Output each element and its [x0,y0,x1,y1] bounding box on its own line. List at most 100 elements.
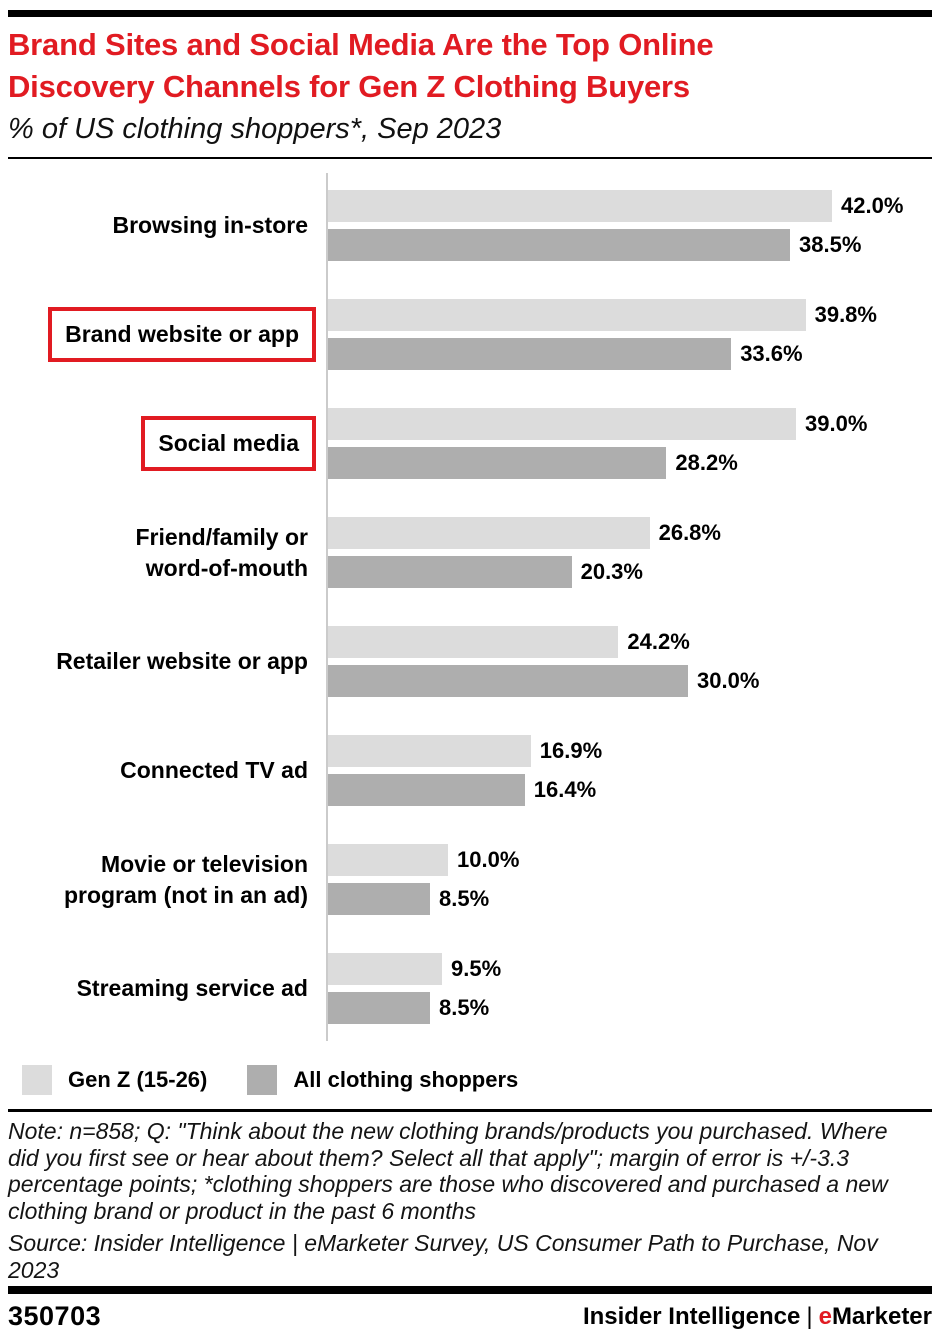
bars-cell: 10.0% 8.5% [316,844,932,915]
brand-separator: | [806,1302,813,1330]
bar-line: 9.5% [328,953,932,985]
chart-id: 350703 [8,1301,102,1331]
chart-row: Movie or television program (not in an a… [8,825,932,934]
legend-swatch-all-shoppers [247,1065,278,1095]
bar-value-label: 39.8% [814,302,877,327]
category-label: Browsing in-store [112,212,308,238]
bar-value-label: 28.2% [675,450,738,475]
bars-cell: 39.8% 33.6% [316,299,932,370]
bar-gen-z [328,517,650,549]
bar-all-shoppers [328,665,688,697]
bar-line: 38.5% [328,229,932,261]
bar-value-label: 39.0% [805,411,868,436]
footnote-divider [8,1109,932,1112]
bar-value-label: 9.5% [451,956,502,981]
bar-line: 30.0% [328,665,932,697]
bar-line: 8.5% [328,883,932,915]
bar-value-label: 42.0% [841,193,904,218]
chart-row: Browsing in-store 42.0% 38.5% [8,171,932,280]
brand-insider-intelligence: Insider Intelligence [582,1302,801,1330]
category-label-cell: Movie or television program (not in an a… [8,849,316,911]
y-axis-line [326,173,328,1041]
legend: Gen Z (15-26) All clothing shoppers [22,1065,932,1095]
bar-gen-z [328,299,806,331]
category-label-cell: Browsing in-store [8,210,316,241]
bars-cell: 42.0% 38.5% [316,190,932,261]
bar-line: 28.2% [328,447,932,479]
chart-row: Brand website or app 39.8% 33.6% [8,280,932,389]
chart-row: Streaming service ad 9.5% 8.5% [8,934,932,1043]
bar-value-label: 16.9% [539,738,603,763]
bar-value-label: 8.5% [439,995,490,1020]
brand-logo: Insider Intelligence | eMarketer [583,1303,932,1331]
bar-line: 39.0% [328,408,932,440]
bar-line: 42.0% [328,190,932,222]
category-label-highlighted: Brand website or app [48,307,316,362]
source-text: Source: Insider Intelligence | eMarketer… [8,1230,878,1283]
category-label-cell: Streaming service ad [8,973,316,1004]
chart-subtitle: % of US clothing shoppers*, Sep 2023 [8,113,502,145]
top-rule [8,10,932,17]
bars-cell: 16.9% 16.4% [316,735,932,806]
bar-line: 10.0% [328,844,932,876]
category-label-cell: Connected TV ad [8,755,316,786]
note-text: Note: n=858; Q: "Think about the new clo… [8,1118,888,1224]
chart-row: Retailer website or app 24.2% 30.0% [8,607,932,716]
brand-e: e [818,1302,832,1330]
bar-gen-z [328,844,448,876]
bar-gen-z [328,190,832,222]
legend-label-gen-z: Gen Z (15-26) [68,1067,208,1092]
category-label: Streaming service ad [76,975,308,1001]
chart-row: Connected TV ad 16.9% 16.4% [8,716,932,825]
category-label-cell: Friend/family or word-of-mouth [8,522,316,584]
bar-value-label: 20.3% [580,559,643,584]
bar-all-shoppers [328,556,572,588]
bar-value-label: 10.0% [457,847,520,872]
brand-marketer: Marketer [831,1302,932,1330]
bar-value-label: 26.8% [658,520,721,545]
category-label: Retailer website or app [56,648,308,674]
bar-value-label: 33.6% [740,341,803,366]
bar-value-label: 30.0% [697,668,760,693]
bar-line: 39.8% [328,299,932,331]
legend-label-all-shoppers: All clothing shoppers [293,1067,519,1092]
bars-cell: 39.0% 28.2% [316,408,932,479]
bar-all-shoppers [328,992,430,1024]
category-label-cell: Social media [8,416,316,471]
bar-gen-z [328,735,531,767]
category-label-highlighted: Social media [141,416,316,471]
bar-line: 16.9% [328,735,932,767]
bar-line: 20.3% [328,556,932,588]
bar-all-shoppers [328,883,430,915]
bar-value-label: 16.4% [533,777,597,802]
bar-line: 8.5% [328,992,932,1024]
bar-all-shoppers [328,447,667,479]
category-label-cell: Brand website or app [8,307,316,362]
header-divider [8,157,932,159]
bar-gen-z [328,408,796,440]
category-label: Movie or television program (not in an a… [63,850,308,908]
bars-cell: 24.2% 30.0% [316,626,932,697]
bar-value-label: 8.5% [439,886,490,911]
bar-all-shoppers [328,774,525,806]
category-label-cell: Retailer website or app [8,646,316,677]
bars-cell: 26.8% 20.3% [316,517,932,588]
bar-chart: Browsing in-store 42.0% 38.5% Brand website… [8,171,932,1043]
bar-value-label: 24.2% [627,629,690,654]
category-label: Connected TV ad [120,757,308,783]
chart-row: Friend/family or word-of-mouth 26.8% 20.3% [8,498,932,607]
chart-title: Brand Sites and Social Media Are the Top… [8,27,714,104]
bar-all-shoppers [328,338,732,370]
footer-rule [8,1286,932,1294]
bar-gen-z [328,953,442,985]
footer: 350703 Insider Intelligence | eMarketer [8,1301,932,1332]
chart-row: Social media 39.0% 28.2% [8,389,932,498]
bars-cell: 9.5% 8.5% [316,953,932,1024]
bar-gen-z [328,626,619,658]
legend-swatch-gen-z [22,1065,52,1095]
bar-value-label: 38.5% [799,232,862,257]
bar-all-shoppers [328,229,790,261]
bar-line: 33.6% [328,338,932,370]
chart-rows: Browsing in-store 42.0% 38.5% Brand website… [8,171,932,1043]
category-label: Friend/family or word-of-mouth [135,523,308,581]
